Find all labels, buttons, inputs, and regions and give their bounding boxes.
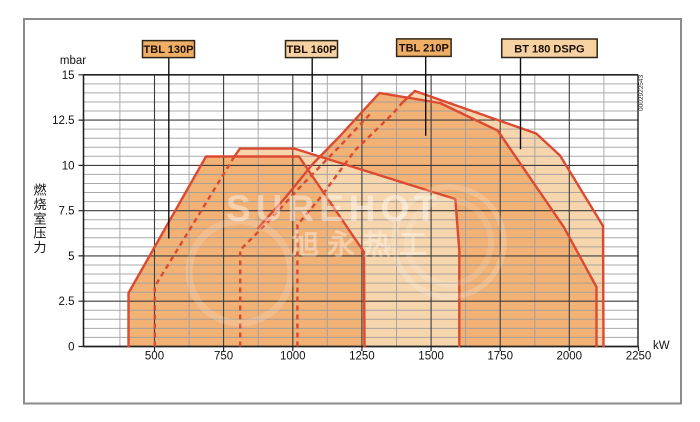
svg-text:500: 500	[145, 351, 164, 363]
svg-text:7.5: 7.5	[59, 206, 75, 218]
svg-text:1750: 1750	[487, 351, 513, 363]
svg-text:kW: kW	[653, 340, 670, 352]
svg-text:1250: 1250	[349, 351, 375, 363]
svg-text:12.5: 12.5	[52, 115, 74, 127]
svg-text:旭永热工: 旭永热工	[291, 229, 435, 260]
svg-text:燃: 燃	[33, 183, 46, 198]
svg-text:2250: 2250	[626, 351, 652, 363]
svg-text:TBL 160P: TBL 160P	[287, 44, 337, 56]
svg-text:2000: 2000	[557, 351, 583, 363]
svg-text:BT 180 DSPG: BT 180 DSPG	[514, 43, 584, 55]
svg-text:TBL 130P: TBL 130P	[144, 44, 194, 56]
svg-text:烧: 烧	[33, 197, 46, 212]
svg-text:2.5: 2.5	[59, 296, 75, 308]
svg-text:SUREHOT: SUREHOT	[226, 188, 442, 229]
svg-text:0: 0	[68, 342, 74, 354]
svg-text:TBL 210P: TBL 210P	[399, 43, 449, 55]
svg-text:750: 750	[214, 351, 233, 363]
svg-text:1500: 1500	[418, 351, 444, 363]
svg-text:力: 力	[33, 240, 46, 255]
svg-text:10: 10	[62, 160, 75, 172]
svg-text:5: 5	[68, 251, 74, 263]
svg-text:mbar: mbar	[60, 55, 86, 67]
svg-text:15: 15	[62, 70, 75, 82]
svg-text:0002922543: 0002922543	[638, 74, 645, 111]
svg-text:室: 室	[33, 211, 46, 226]
svg-text:1000: 1000	[280, 351, 306, 363]
svg-text:压: 压	[33, 226, 46, 241]
